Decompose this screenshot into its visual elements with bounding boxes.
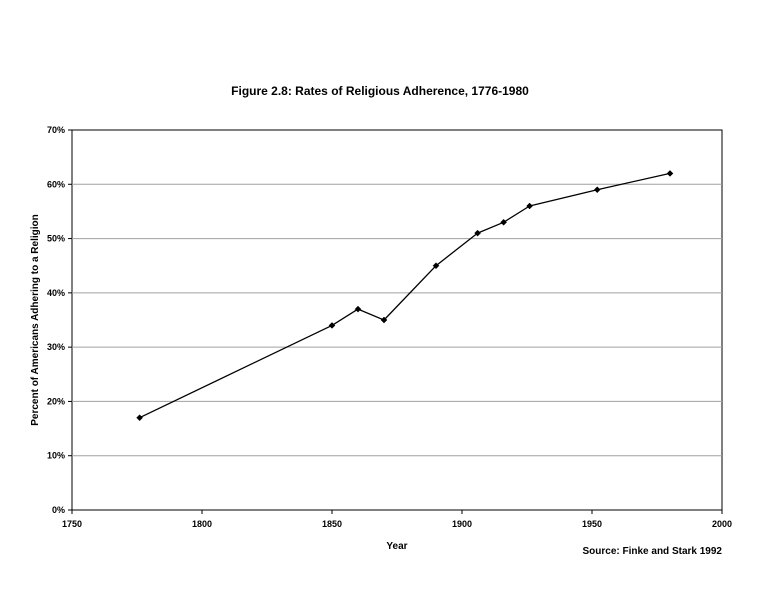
x-tick-label: 1950	[582, 519, 602, 529]
x-tick-label: 1850	[322, 519, 342, 529]
y-tick-label: 60%	[47, 179, 65, 189]
x-tick-label: 2000	[712, 519, 732, 529]
x-tick-label: 1900	[452, 519, 472, 529]
data-point	[328, 322, 336, 329]
y-tick-label: 50%	[47, 234, 65, 244]
y-tick-label: 70%	[47, 125, 65, 135]
y-axis-label: Percent of Americans Adhering to a Relig…	[30, 214, 41, 426]
y-axis-ticks: 0% 10% 20% 30% 40% 50% 60% 70%	[47, 125, 72, 515]
data-point	[432, 262, 440, 270]
y-tick-label: 30%	[47, 342, 65, 352]
x-axis-ticks: 1750 1800 1850 1900 1950 2000	[62, 510, 732, 529]
data-point	[474, 229, 481, 237]
series-line	[139, 172, 671, 419]
data-point	[666, 170, 674, 177]
data-point	[593, 186, 601, 194]
data-point	[526, 202, 533, 210]
y-tick-label: 20%	[47, 396, 65, 406]
source-note: Source: Finke and Stark 1992	[582, 546, 722, 557]
data-point	[136, 414, 143, 422]
y-tick-label: 0%	[52, 505, 65, 515]
gridlines	[72, 183, 722, 457]
data-point	[380, 316, 388, 324]
y-tick-label: 10%	[47, 451, 65, 461]
y-tick-label: 40%	[47, 288, 65, 298]
data-point	[500, 218, 507, 226]
chart-title: Figure 2.8: Rates of Religious Adherence…	[231, 84, 529, 98]
x-tick-label: 1800	[192, 519, 212, 529]
plot-area	[71, 129, 723, 511]
x-tick-label: 1750	[62, 519, 82, 529]
data-point	[354, 305, 362, 313]
data-series	[136, 170, 674, 422]
x-axis-label: Year	[386, 541, 407, 552]
